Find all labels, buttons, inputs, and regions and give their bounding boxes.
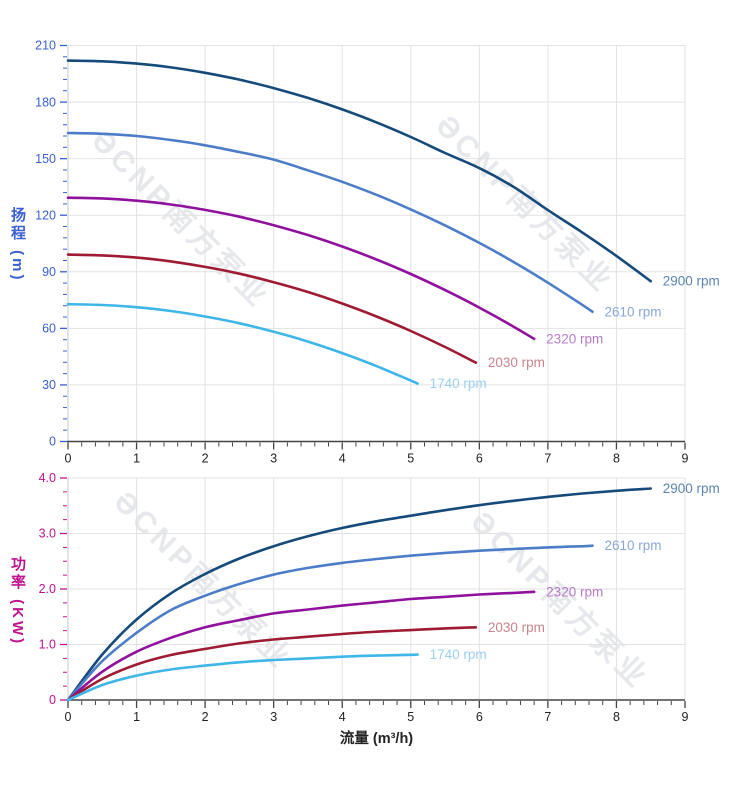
curve-label-1740rpm: 1740 rpm — [430, 376, 487, 391]
curve-2030rpm — [66, 626, 478, 702]
x-tick-label: 0 — [65, 452, 72, 466]
y-tick-label: 2.0 — [39, 582, 56, 596]
y-tick-label: 0 — [49, 693, 56, 707]
curve-label-2610rpm: 2610 rpm — [604, 538, 661, 553]
curve-2320rpm — [66, 196, 536, 341]
curve-1740rpm — [66, 302, 419, 385]
gridlines — [68, 477, 686, 700]
y-tick-label: 90 — [42, 265, 56, 279]
x-tick-label: 3 — [270, 710, 277, 724]
y-tick-label: 150 — [35, 152, 56, 166]
y-axis-ticks: 0 1.0 2.0 3.0 4.0 — [39, 471, 67, 707]
x-tick-label: 5 — [407, 710, 414, 724]
x-tick-label: 2 — [202, 710, 209, 724]
curve-label-2610rpm: 2610 rpm — [604, 304, 661, 319]
x-tick-label: 6 — [476, 452, 483, 466]
x-tick-label: 9 — [682, 452, 689, 466]
curve-label-2320rpm: 2320 rpm — [546, 584, 603, 599]
y-tick-label: 210 — [35, 39, 56, 53]
curve-label-1740rpm: 1740 rpm — [430, 647, 487, 662]
x-tick-label: 7 — [544, 710, 551, 724]
power-axis-title: 功率 (KW) — [9, 556, 26, 647]
x-tick-label: 2 — [202, 452, 209, 466]
curve-2900rpm — [66, 487, 652, 702]
y-tick-label: 120 — [35, 208, 56, 222]
x-tick-label: 7 — [544, 452, 551, 466]
x-tick-label: 5 — [407, 452, 414, 466]
curve-2900rpm — [66, 59, 652, 283]
power-chart: 0 1.0 2.0 3.0 4.0 0 1 2 3 4 5 6 7 8 9 2900 rpm 2610 rpm 2… — [39, 471, 720, 724]
y-tick-label: 60 — [42, 322, 56, 336]
flow-axis-title: 流量 (m³/h) — [339, 731, 414, 747]
x-tick-label: 8 — [613, 710, 620, 724]
y-tick-label: 180 — [35, 95, 56, 109]
x-tick-label: 3 — [270, 452, 277, 466]
curve-label-2030rpm: 2030 rpm — [488, 620, 545, 635]
x-tick-label: 8 — [613, 452, 620, 466]
y-tick-label: 1.0 — [39, 638, 56, 652]
head-chart: 0 30 60 90 120 150 180 210 0 1 2 3 4 5 6 7 8 9 2900 rpm261… — [35, 39, 720, 466]
y-tick-label: 30 — [42, 378, 56, 392]
curve-label-2320rpm: 2320 rpm — [546, 331, 603, 346]
x-tick-label: 1 — [133, 710, 140, 724]
x-tick-label: 1 — [133, 452, 140, 466]
x-tick-label: 4 — [339, 710, 346, 724]
y-tick-label: 0 — [49, 435, 56, 449]
x-axis-ticks: 0 1 2 3 4 5 6 7 8 9 — [65, 442, 689, 466]
curve-2610rpm — [66, 544, 594, 702]
x-axis-ticks: 0 1 2 3 4 5 6 7 8 9 — [65, 701, 689, 724]
curve-2610rpm — [66, 131, 594, 314]
y-tick-label: 4.0 — [39, 471, 56, 485]
gridlines — [68, 45, 686, 442]
curve-1740rpm — [66, 653, 419, 702]
y-axis-ticks: 0 30 60 90 120 150 180 210 — [35, 39, 67, 449]
curve-label-2030rpm: 2030 rpm — [488, 355, 545, 370]
y-tick-label: 3.0 — [39, 527, 56, 541]
x-tick-label: 4 — [339, 452, 346, 466]
head-axis-title: 扬程 (m) — [9, 207, 26, 283]
curve-label-2900rpm: 2900 rpm — [663, 274, 720, 289]
curve-2320rpm — [66, 590, 536, 702]
x-tick-label: 6 — [476, 710, 483, 724]
curve-label-2900rpm: 2900 rpm — [663, 481, 720, 496]
x-tick-label: 9 — [682, 710, 689, 724]
curve-2030rpm — [66, 253, 478, 364]
x-tick-label: 0 — [65, 710, 72, 724]
